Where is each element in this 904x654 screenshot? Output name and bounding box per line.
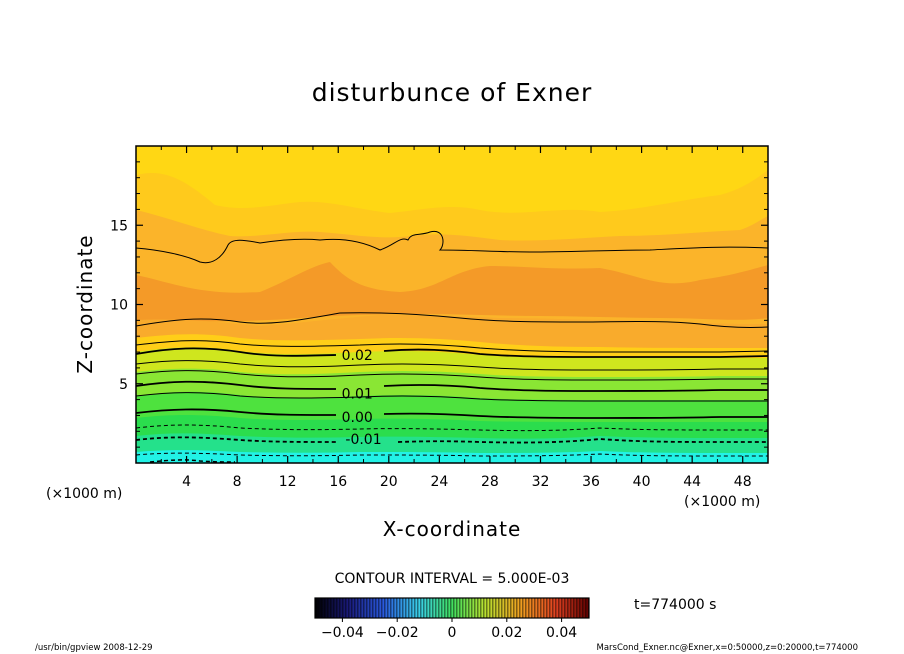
x-tick-label: 44	[683, 474, 701, 490]
contour-line	[135, 380, 768, 392]
y-tick-label: 15	[110, 218, 128, 234]
contour-line	[135, 340, 769, 353]
contour-line-dashed	[149, 459, 236, 463]
y-tick-label: 5	[119, 377, 128, 393]
contour-label: 0.01	[342, 386, 373, 402]
contour-upper	[135, 230, 769, 264]
colorbar-tick-label: 0.02	[491, 625, 522, 641]
x-tick-label: 48	[734, 474, 752, 490]
colorbar-tick-label: −0.02	[376, 625, 419, 641]
contour-line-dashed	[135, 436, 768, 444]
colorbar-tick-label: 0	[448, 625, 457, 641]
x-unit-left: (×1000 m)	[46, 486, 122, 502]
x-tick-label: 36	[582, 474, 600, 490]
x-axis-label: X-coordinate	[383, 517, 522, 541]
contour-labels: 0.02 0.01 0.00 -0.01	[342, 348, 382, 448]
y-tick-label: 10	[110, 298, 128, 314]
contour-line	[135, 392, 768, 402]
band-orange-peak	[136, 262, 768, 322]
contour-line-dashed	[135, 452, 768, 457]
colorbar: −0.04 −0.02 0 0.02 0.04	[314, 597, 590, 641]
x-tick-label: 40	[633, 474, 651, 490]
colorbar-tick-label: 0.04	[546, 625, 577, 641]
contour-label: 0.00	[342, 410, 373, 426]
x-tick-label: 8	[233, 474, 242, 490]
contour-interval: CONTOUR INTERVAL = 5.000E-03	[335, 571, 570, 587]
contour-line-dashed	[135, 424, 768, 432]
contour-plot: 0.02 0.01 0.00 -0.01	[135, 145, 769, 464]
contour-label: -0.01	[345, 432, 381, 448]
contour-line	[135, 360, 768, 371]
y-axis-label: Z-coordinate	[73, 234, 97, 373]
chart-title: disturbunce of Exner	[312, 78, 593, 107]
footer-left: /usr/bin/gpview 2008-12-29	[35, 643, 153, 653]
colorbar-ticks: −0.04 −0.02 0 0.02 0.04	[321, 618, 577, 641]
contour-line	[135, 370, 768, 381]
x-tick-label: 12	[279, 474, 297, 490]
x-tick-label: 32	[532, 474, 550, 490]
y-axis: 5 10 15	[110, 161, 768, 448]
x-tick-label: 28	[481, 474, 499, 490]
footer-right: MarsCond_Exner.nc@Exner,x=0:50000,z=0:20…	[596, 643, 858, 653]
x-tick-label: 20	[380, 474, 398, 490]
x-tick-label: 24	[430, 474, 448, 490]
contour-label: 0.02	[342, 348, 373, 364]
x-tick-label: 16	[329, 474, 347, 490]
contour-line	[135, 347, 769, 358]
x-unit-right: (×1000 m)	[684, 494, 760, 510]
band-cyan	[136, 450, 768, 463]
x-tick-label: 4	[182, 474, 191, 490]
x-axis: 4 8 12 16 20 24 28 32 36 40 44 48	[160, 146, 752, 490]
contour-line	[135, 408, 768, 419]
time-label: t=774000 s	[634, 597, 716, 613]
contour-line	[135, 312, 769, 329]
colorbar-tick-label: −0.04	[321, 625, 364, 641]
